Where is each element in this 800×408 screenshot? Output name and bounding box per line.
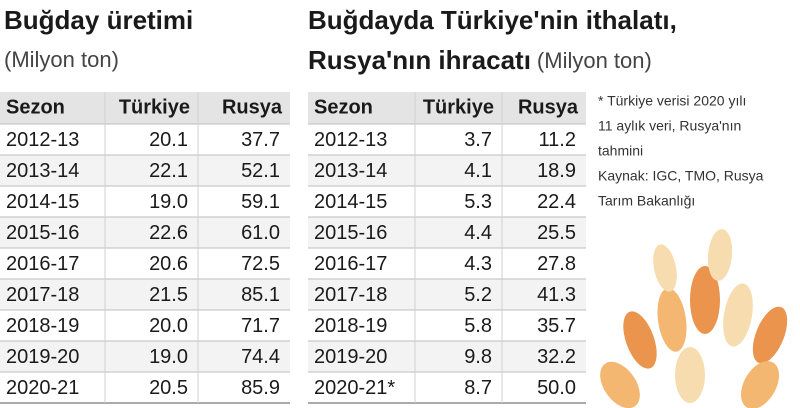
right-unit: (Milyon ton) [537,48,652,73]
table-cell: 35.7 [537,315,576,337]
table-cell: 2015-16 [314,222,387,244]
table-cell: 22.6 [149,222,188,244]
table-cell: 5.2 [464,284,492,306]
table-cell: 2018-19 [314,315,387,337]
table-cell: 4.4 [464,222,492,244]
table-cell: 59.1 [241,191,280,213]
table-cell: 11.2 [539,129,576,151]
row-shade [0,155,290,186]
table-cell: 2017-18 [6,284,79,306]
table-cell: 2014-15 [6,191,79,213]
table-cell: 5.3 [464,191,492,213]
table-cell: 2013-14 [314,160,387,182]
row-shade [0,217,290,248]
table-cell: 18.9 [537,160,576,182]
table-cell: 27.8 [537,253,576,275]
table-cell: 50.0 [537,377,576,399]
table-cell: 71.7 [241,315,280,337]
table-cell: 4.3 [464,253,492,275]
table-cell: 32.2 [537,346,576,368]
table-cell: 2016-17 [314,253,387,275]
table-cell: 19.0 [149,346,188,368]
row-shade [308,341,586,372]
row-shade [308,155,586,186]
table-cell: 37.7 [241,129,280,151]
table-cell: 20.5 [149,377,188,399]
table-cell: 61.0 [241,222,280,244]
note-line: Tarım Bakanlığı [598,193,695,209]
table-cell: 41.3 [537,284,576,306]
column-header: Türkiye [119,96,190,118]
column-header: Sezon [314,96,373,118]
table-cell: 2018-19 [6,315,79,337]
header-row [308,92,586,124]
left-subtitle: (Milyon ton) [4,47,119,72]
row-shade [0,341,290,372]
column-header: Sezon [6,96,65,118]
table-cell: 85.9 [241,377,280,399]
column-header: Rusya [222,96,283,118]
note-line: tahmini [598,143,643,159]
table-cell: 2015-16 [6,222,79,244]
note-line: Kaynak: IGC, TMO, Rusya [598,168,764,184]
right-title-line: Rusya'nın ihracatı [308,45,531,75]
table-cell: 20.6 [149,253,188,275]
left-title: Buğday üretimi [4,5,193,35]
table-cell: 2012-13 [6,129,79,151]
table-cell: 4.1 [464,160,492,182]
row-shade [0,279,290,310]
column-header: Rusya [518,96,579,118]
table-cell: 2019-20 [6,346,79,368]
table-cell: 8.7 [464,377,492,399]
table-cell: 20.0 [149,315,188,337]
table-cell: 52.1 [241,160,280,182]
table-cell: 25.5 [537,222,576,244]
table-cell: 22.4 [537,191,576,213]
table-cell: 85.1 [241,284,280,306]
table-cell: 2013-14 [6,160,79,182]
wheat-illustration [600,229,788,408]
table-cell: 72.5 [241,253,280,275]
table-cell: 2012-13 [314,129,387,151]
row-shade [308,217,586,248]
table-cell: 74.4 [241,346,280,368]
table-cell: 2020-21 [6,377,79,399]
table-cell: 9.8 [464,346,492,368]
table-cell: 2014-15 [314,191,387,213]
header-row [0,92,290,124]
table-cell: 2020-21* [314,377,395,399]
note-line: 11 aylık veri, Rusya'nın [598,118,741,134]
table-cell: 5.8 [464,315,492,337]
table-cell: 2019-20 [314,346,387,368]
right-title: Buğdayda Türkiye'nin ithalatı, [308,5,677,35]
column-header: Türkiye [423,96,494,118]
table-cell: 2017-18 [314,284,387,306]
note-line: * Türkiye verisi 2020 yılı [598,93,746,109]
table-cell: 19.0 [149,191,188,213]
table-cell: 21.5 [149,284,188,306]
table-cell: 3.7 [464,129,492,151]
right-title-2: Rusya'nın ihracatı (Milyon ton) [308,45,652,75]
table-cell: 22.1 [149,160,188,182]
row-shade [308,279,586,310]
table-cell: 20.1 [149,129,188,151]
table-cell: 2016-17 [6,253,79,275]
